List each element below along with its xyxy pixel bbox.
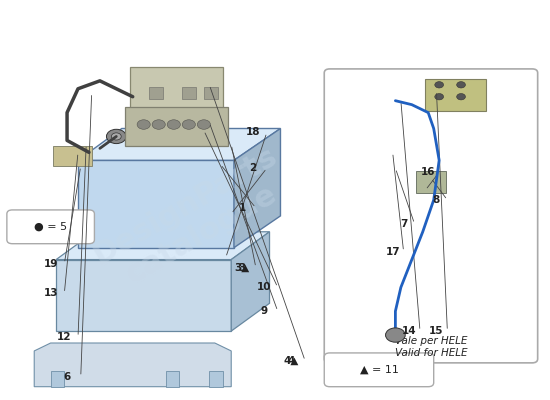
Text: 3: 3 — [239, 262, 246, 272]
Circle shape — [386, 328, 405, 342]
Text: 19: 19 — [43, 258, 58, 268]
FancyBboxPatch shape — [416, 171, 446, 193]
Text: 1: 1 — [239, 203, 246, 213]
Text: 8: 8 — [433, 195, 440, 205]
Circle shape — [435, 82, 443, 88]
Circle shape — [178, 129, 197, 144]
Circle shape — [137, 120, 150, 129]
Polygon shape — [231, 232, 270, 331]
Text: ▲ = 11: ▲ = 11 — [360, 365, 398, 375]
Text: 13: 13 — [43, 288, 58, 298]
Polygon shape — [234, 128, 280, 248]
FancyBboxPatch shape — [78, 160, 234, 248]
FancyBboxPatch shape — [130, 67, 223, 111]
Bar — [166, 371, 179, 387]
Circle shape — [456, 82, 465, 88]
Text: 4▲: 4▲ — [284, 356, 299, 366]
Bar — [204, 87, 218, 99]
Text: 16: 16 — [421, 167, 436, 177]
Circle shape — [182, 120, 195, 129]
Text: Vale per HELE: Vale per HELE — [395, 336, 467, 346]
FancyBboxPatch shape — [56, 260, 231, 331]
FancyBboxPatch shape — [324, 69, 538, 363]
Text: Valid for HELE: Valid for HELE — [395, 348, 467, 358]
FancyBboxPatch shape — [124, 107, 228, 146]
Circle shape — [197, 120, 211, 129]
Circle shape — [152, 120, 166, 129]
Bar — [182, 87, 196, 99]
Text: ● = 5: ● = 5 — [34, 222, 67, 232]
FancyBboxPatch shape — [7, 210, 95, 244]
Polygon shape — [78, 128, 280, 160]
Circle shape — [183, 133, 192, 140]
Text: 10: 10 — [257, 282, 271, 292]
FancyBboxPatch shape — [324, 353, 434, 387]
Text: DesignParts
catalogue: DesignParts catalogue — [87, 141, 299, 299]
Circle shape — [435, 94, 443, 100]
Text: 2: 2 — [250, 163, 257, 173]
Text: 6: 6 — [63, 372, 71, 382]
Bar — [51, 371, 64, 387]
FancyBboxPatch shape — [426, 79, 486, 111]
Bar — [149, 87, 163, 99]
Text: 12: 12 — [57, 332, 72, 342]
FancyBboxPatch shape — [53, 146, 92, 166]
Bar — [210, 371, 223, 387]
Polygon shape — [56, 232, 270, 260]
Text: 3▲: 3▲ — [234, 262, 250, 272]
Text: 18: 18 — [246, 128, 260, 138]
Circle shape — [167, 120, 180, 129]
Text: 7: 7 — [400, 219, 408, 229]
Circle shape — [112, 133, 121, 140]
Text: 14: 14 — [402, 326, 416, 336]
Text: 9: 9 — [261, 306, 268, 316]
Polygon shape — [34, 343, 231, 387]
Text: 4: 4 — [288, 356, 295, 366]
Text: 17: 17 — [386, 247, 400, 257]
Circle shape — [107, 129, 126, 144]
Circle shape — [456, 94, 465, 100]
Text: 15: 15 — [429, 326, 444, 336]
